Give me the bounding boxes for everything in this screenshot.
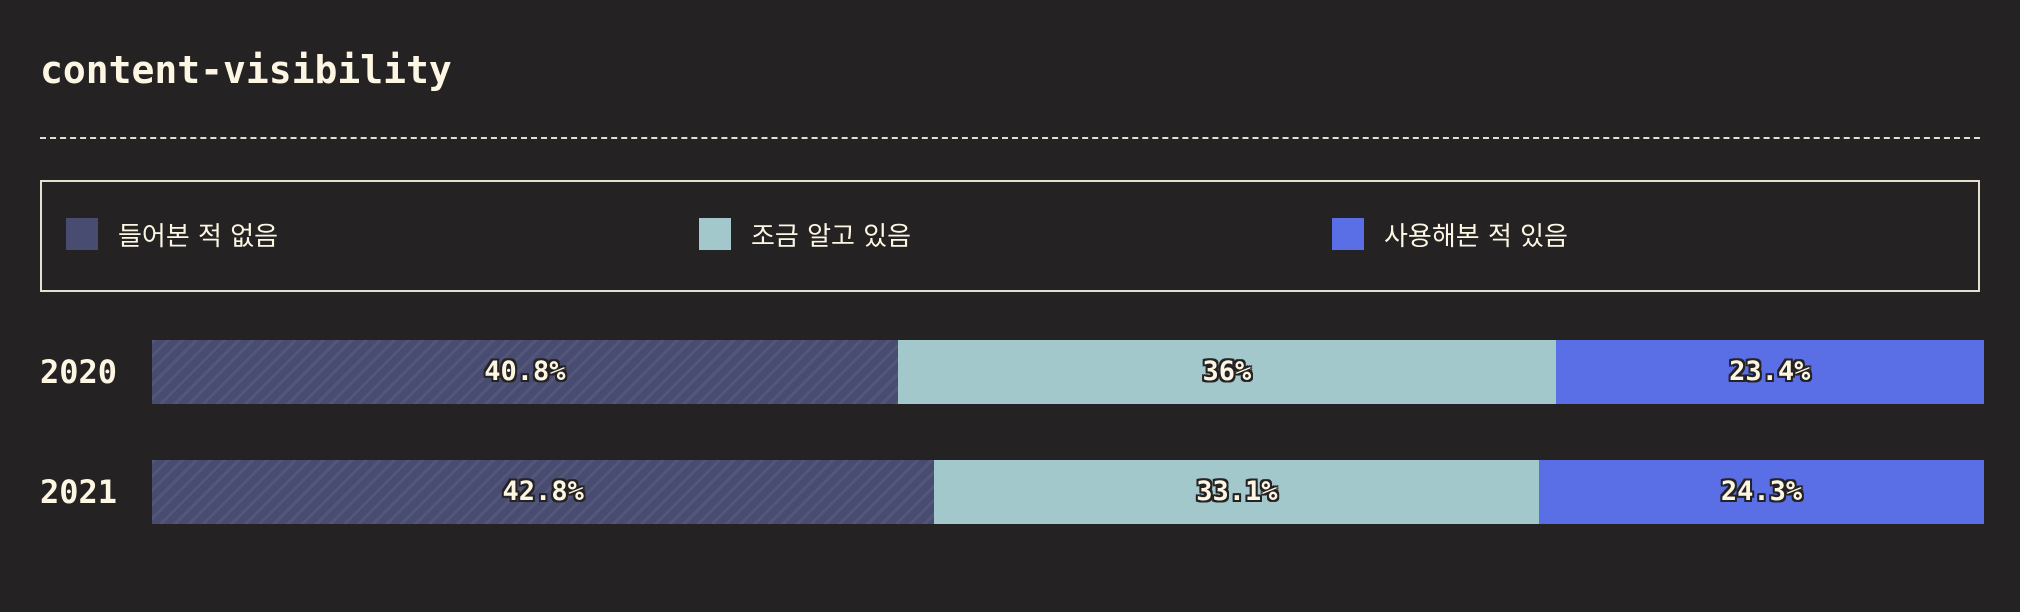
legend: 들어본 적 없음 조금 알고 있음 사용해본 적 있음	[40, 180, 1980, 292]
bar-segment-2021-0[interactable]	[152, 460, 935, 524]
legend-label: 조금 알고 있음	[751, 221, 912, 252]
legend-swatch	[1332, 218, 1364, 250]
bar-segment-2020-2[interactable]	[1555, 340, 1984, 404]
bar-segment-2021-1[interactable]	[934, 460, 1540, 524]
legend-item-never-heard[interactable]: 들어본 적 없음	[66, 218, 279, 252]
legend-item-know-a-little[interactable]: 조금 알고 있음	[699, 218, 912, 252]
legend-label: 들어본 적 없음	[118, 221, 279, 252]
category-label-2021: 2021	[40, 473, 118, 511]
bar-segment-2020-0[interactable]	[152, 340, 898, 404]
bar-segment-2020-1[interactable]	[897, 340, 1556, 404]
legend-label: 사용해본 적 있음	[1384, 221, 1568, 252]
category-label-2020: 2020	[40, 353, 118, 391]
legend-swatch	[699, 218, 731, 250]
chart-title: content-visibility	[40, 48, 452, 92]
legend-item-have-used[interactable]: 사용해본 적 있음	[1332, 218, 1568, 252]
divider	[40, 137, 1980, 139]
legend-swatch	[66, 218, 98, 250]
bar-segment-2021-2[interactable]	[1539, 460, 1984, 524]
